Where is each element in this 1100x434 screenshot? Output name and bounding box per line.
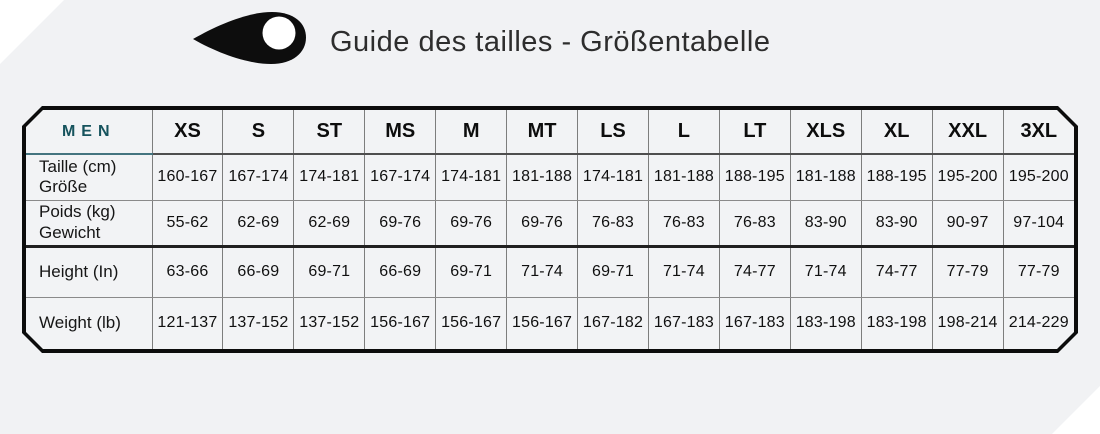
cell-value: 198-214 [932, 297, 1003, 349]
cell-value: 62-69 [294, 200, 365, 246]
cell-value: 66-69 [223, 246, 294, 297]
cell-value: 167-183 [648, 297, 719, 349]
size-column-header: L [648, 110, 719, 154]
row-label: Height (In) [26, 246, 152, 297]
cell-value: 77-79 [932, 246, 1003, 297]
cell-value: 74-77 [861, 246, 932, 297]
cell-value: 63-66 [152, 246, 223, 297]
size-column-header: XXL [932, 110, 1003, 154]
table-row: Weight (lb) 121-137 137-152 137-152 156-167 1… [26, 297, 1074, 349]
size-column-header: 3XL [1003, 110, 1074, 154]
size-guide-table: MEN XS S ST MS M MT LS L LT XLS XL XXL 3XL Taille (c… [26, 110, 1074, 349]
cell-value: 76-83 [719, 200, 790, 246]
cell-value: 160-167 [152, 154, 223, 200]
cell-value: 188-195 [861, 154, 932, 200]
row-label-line1: Poids (kg) [39, 202, 116, 222]
row-label-line1: Weight (lb) [39, 313, 121, 333]
cell-value: 137-152 [294, 297, 365, 349]
size-table-frame: MEN XS S ST MS M MT LS L LT XLS XL XXL 3XL Taille (c… [22, 106, 1078, 353]
cell-value: 156-167 [436, 297, 507, 349]
cell-value: 90-97 [932, 200, 1003, 246]
size-column-header: LT [719, 110, 790, 154]
cell-value: 181-188 [507, 154, 578, 200]
page-corner-cut-bottom-right [1052, 386, 1100, 434]
cell-value: 181-188 [648, 154, 719, 200]
cell-value: 69-76 [365, 200, 436, 246]
row-label-line1: Height (In) [39, 261, 119, 281]
men-group-header: MEN [26, 110, 152, 154]
row-label-line1: Taille (cm) [39, 156, 117, 176]
cell-value: 69-71 [578, 246, 649, 297]
cell-value: 71-74 [648, 246, 719, 297]
cell-value: 77-79 [1003, 246, 1074, 297]
cell-value: 83-90 [790, 200, 861, 246]
cell-value: 69-71 [294, 246, 365, 297]
row-label: Poids (kg) Gewicht [26, 200, 152, 246]
cell-value: 76-83 [648, 200, 719, 246]
cell-value: 188-195 [719, 154, 790, 200]
size-table-inner: MEN XS S ST MS M MT LS L LT XLS XL XXL 3XL Taille (c… [26, 110, 1074, 349]
cell-value: 97-104 [1003, 200, 1074, 246]
cell-value: 62-69 [223, 200, 294, 246]
header-row: MEN XS S ST MS M MT LS L LT XLS XL XXL 3XL [26, 110, 1074, 154]
cell-value: 83-90 [861, 200, 932, 246]
cell-value: 66-69 [365, 246, 436, 297]
cell-value: 74-77 [719, 246, 790, 297]
size-column-header: XLS [790, 110, 861, 154]
cell-value: 181-188 [790, 154, 861, 200]
size-column-header: XS [152, 110, 223, 154]
size-column-header: MS [365, 110, 436, 154]
cell-value: 174-181 [294, 154, 365, 200]
row-label-line2: Gewicht [39, 222, 101, 242]
row-label-line2: Größe [39, 177, 88, 197]
cell-value: 195-200 [1003, 154, 1074, 200]
cell-value: 55-62 [152, 200, 223, 246]
cell-value: 183-198 [790, 297, 861, 349]
cell-value: 76-83 [578, 200, 649, 246]
cell-value: 71-74 [507, 246, 578, 297]
size-column-header: ST [294, 110, 365, 154]
cell-value: 183-198 [861, 297, 932, 349]
cell-value: 167-182 [578, 297, 649, 349]
table-row: Taille (cm) Größe 160-167 167-174 174-181 167… [26, 154, 1074, 200]
size-column-header: MT [507, 110, 578, 154]
row-label: Taille (cm) Größe [26, 154, 152, 200]
comet-drop-logo-icon [193, 12, 306, 64]
size-column-header: XL [861, 110, 932, 154]
cell-value: 174-181 [436, 154, 507, 200]
cell-value: 167-183 [719, 297, 790, 349]
cell-value: 156-167 [365, 297, 436, 349]
cell-value: 69-71 [436, 246, 507, 297]
size-column-header: S [223, 110, 294, 154]
size-column-header: LS [578, 110, 649, 154]
cell-value: 167-174 [365, 154, 436, 200]
page-title: Guide des tailles - Größentabelle [330, 26, 771, 58]
page-header: Guide des tailles - Größentabelle [0, 0, 1100, 90]
size-table-head: MEN XS S ST MS M MT LS L LT XLS XL XXL 3XL [26, 110, 1074, 154]
cell-value: 137-152 [223, 297, 294, 349]
cell-value: 71-74 [790, 246, 861, 297]
cell-value: 167-174 [223, 154, 294, 200]
cell-value: 156-167 [507, 297, 578, 349]
cell-value: 69-76 [436, 200, 507, 246]
cell-value: 121-137 [152, 297, 223, 349]
size-column-header: M [436, 110, 507, 154]
cell-value: 174-181 [578, 154, 649, 200]
cell-value: 214-229 [1003, 297, 1074, 349]
size-table-body: Taille (cm) Größe 160-167 167-174 174-181 167… [26, 154, 1074, 349]
row-label: Weight (lb) [26, 297, 152, 349]
table-row: Poids (kg) Gewicht 55-62 62-69 62-69 69-76 69-… [26, 200, 1074, 246]
cell-value: 195-200 [932, 154, 1003, 200]
cell-value: 69-76 [507, 200, 578, 246]
table-row: Height (In) 63-66 66-69 69-71 66-69 69-71 71-7… [26, 246, 1074, 297]
